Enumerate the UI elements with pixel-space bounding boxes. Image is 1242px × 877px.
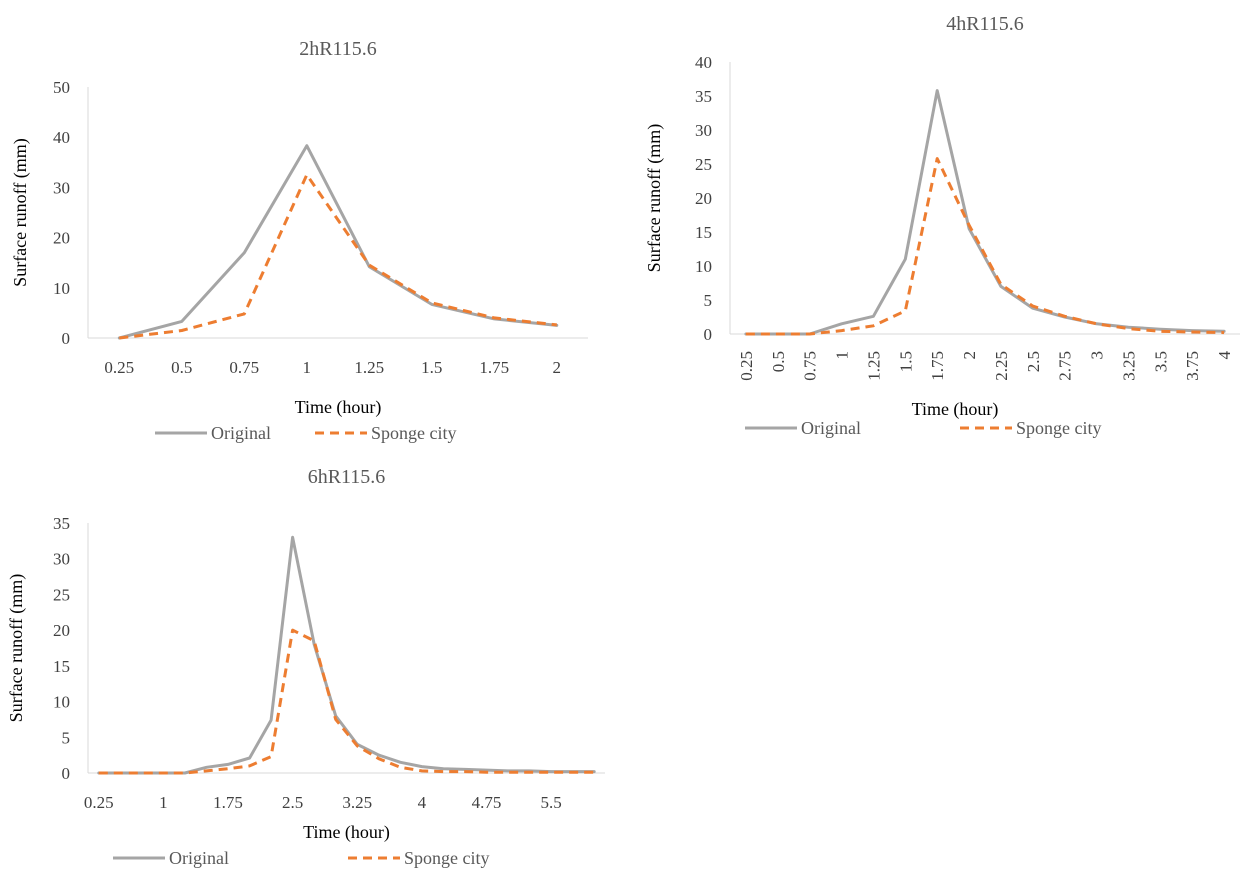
x-tick-label: 0.5 — [171, 358, 192, 377]
y-tick-label: 35 — [695, 87, 712, 106]
x-tick-label: 1.5 — [896, 351, 915, 372]
series-line-sponge-city — [98, 628, 595, 775]
x-axis-title: Time (hour) — [295, 397, 382, 418]
y-tick-label: 20 — [695, 189, 712, 208]
x-tick-label: 1.25 — [864, 351, 883, 381]
x-tick-label: 0.75 — [801, 351, 820, 381]
y-tick-label: 30 — [53, 550, 70, 569]
series-line-original — [117, 144, 559, 340]
y-tick-label: 0 — [62, 764, 71, 783]
y-tick-label: 20 — [53, 229, 70, 248]
x-tick-label: 0.5 — [769, 351, 788, 372]
y-tick-label: 10 — [695, 257, 712, 276]
legend-label-original: Original — [801, 418, 861, 438]
y-tick-label: 15 — [695, 223, 712, 242]
x-tick-label: 2.5 — [1024, 351, 1043, 372]
y-tick-label: 35 — [53, 514, 70, 533]
x-tick-label: 4.75 — [472, 793, 502, 812]
legend-label-original: Original — [169, 848, 229, 868]
chart-title: 4hR115.6 — [946, 13, 1024, 35]
chart-title: 2hR115.6 — [299, 38, 377, 60]
x-tick-label: 2.75 — [1056, 351, 1075, 381]
x-tick-label: 3.5 — [1151, 351, 1170, 372]
legend-label-original: Original — [211, 423, 271, 443]
y-axis-title: Surface runoff (mm) — [6, 574, 27, 723]
x-tick-label: 3.25 — [342, 793, 372, 812]
x-tick-label: 4 — [1215, 351, 1234, 360]
y-tick-label: 10 — [53, 279, 70, 298]
y-tick-label: 5 — [704, 291, 713, 310]
y-tick-label: 0 — [704, 325, 713, 344]
y-tick-label: 25 — [53, 585, 70, 604]
x-tick-label: 2.25 — [992, 351, 1011, 381]
x-tick-label: 2 — [960, 351, 979, 360]
series-line-original — [97, 535, 596, 775]
x-tick-label: 2.5 — [282, 793, 303, 812]
y-axis-title: Surface runoff (mm) — [10, 138, 31, 287]
y-tick-label: 30 — [695, 121, 712, 140]
x-tick-label: 3 — [1088, 351, 1107, 360]
y-tick-label: 0 — [62, 329, 71, 348]
x-tick-label: 3.75 — [1183, 351, 1202, 381]
x-tick-label: 1.75 — [928, 351, 947, 381]
legend-label-sponge-city: Sponge city — [404, 848, 490, 868]
y-axis-title: Surface runoff (mm) — [644, 124, 665, 273]
series-line-sponge-city — [745, 157, 1225, 336]
x-tick-label: 1.75 — [479, 358, 509, 377]
x-tick-label: 1.5 — [421, 358, 442, 377]
x-axis-title: Time (hour) — [912, 399, 999, 420]
y-tick-label: 30 — [53, 178, 70, 197]
x-tick-label: 1.75 — [213, 793, 243, 812]
legend-label-sponge-city: Sponge city — [371, 423, 457, 443]
x-tick-label: 3.25 — [1119, 351, 1138, 381]
y-tick-label: 40 — [53, 128, 70, 147]
x-tick-label: 2 — [553, 358, 562, 377]
x-tick-label: 1 — [833, 351, 852, 360]
y-tick-label: 25 — [695, 155, 712, 174]
y-tick-label: 20 — [53, 621, 70, 640]
x-tick-label: 1 — [159, 793, 168, 812]
series-line-original — [744, 89, 1226, 336]
series-line-sponge-city — [119, 173, 557, 340]
x-tick-label: 0.25 — [84, 793, 114, 812]
x-tick-label: 1 — [303, 358, 312, 377]
legend-label-sponge-city: Sponge city — [1016, 418, 1102, 438]
x-tick-label: 0.25 — [737, 351, 756, 381]
y-tick-label: 10 — [53, 693, 70, 712]
y-tick-label: 15 — [53, 657, 70, 676]
x-axis-title: Time (hour) — [303, 822, 390, 843]
x-tick-label: 1.25 — [354, 358, 384, 377]
chart-title: 6hR115.6 — [308, 466, 386, 488]
x-tick-label: 5.5 — [541, 793, 562, 812]
x-tick-label: 4 — [418, 793, 427, 812]
y-tick-label: 5 — [62, 728, 71, 747]
y-tick-label: 50 — [53, 78, 70, 97]
x-tick-label: 0.75 — [229, 358, 259, 377]
y-tick-label: 40 — [695, 53, 712, 72]
x-tick-label: 0.25 — [104, 358, 134, 377]
